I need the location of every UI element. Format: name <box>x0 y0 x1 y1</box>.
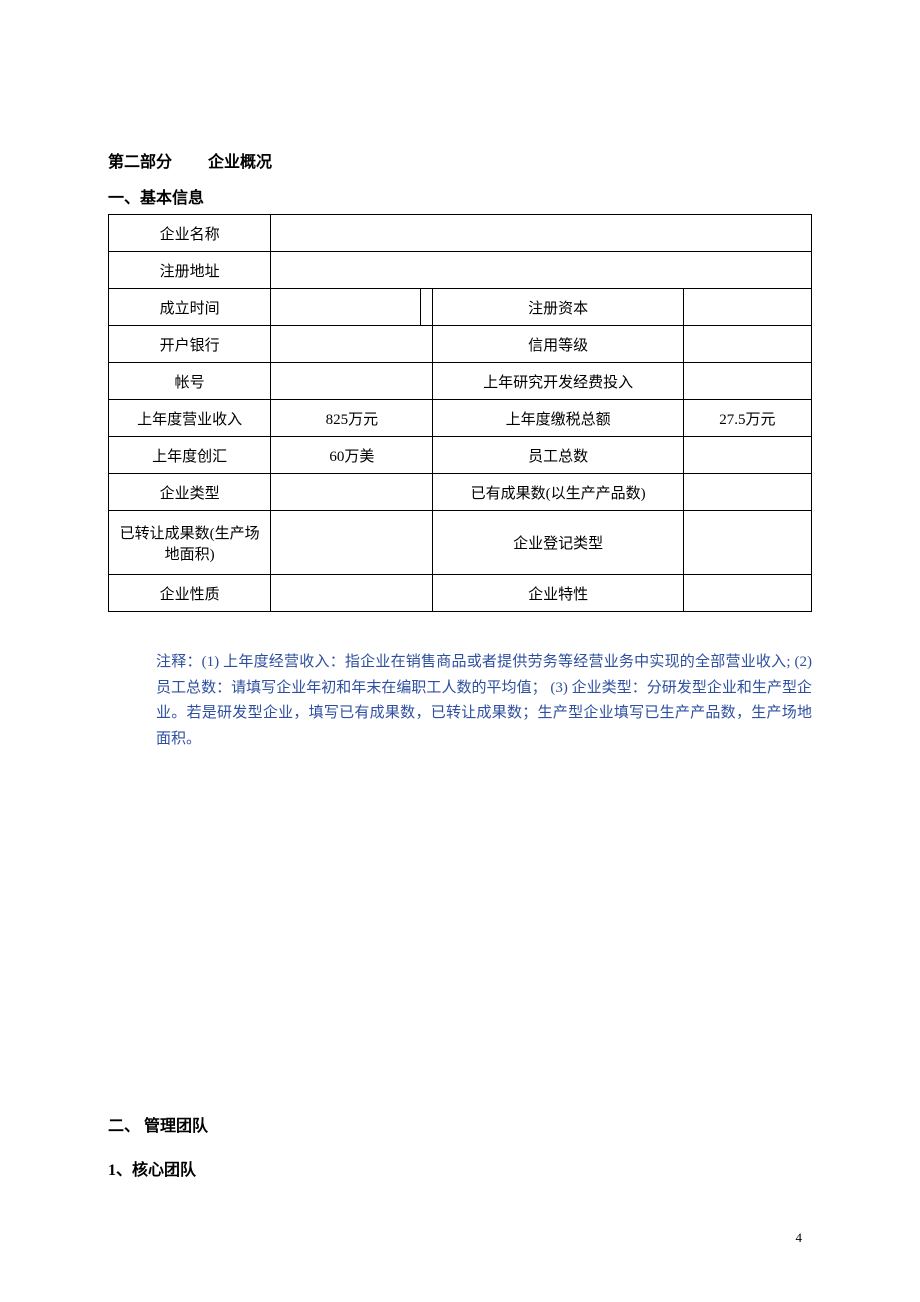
cell-value <box>271 252 812 289</box>
section1-title: 一、基本信息 <box>108 184 812 208</box>
cell-value <box>271 575 433 612</box>
cell-label: 上年度缴税总额 <box>433 400 683 437</box>
cell-label: 上年度创汇 <box>109 437 271 474</box>
cell-label: 已有成果数(以生产产品数) <box>433 474 683 511</box>
cell-value <box>683 474 811 511</box>
cell-label: 成立时间 <box>109 289 271 326</box>
cell-value: 825万元 <box>271 400 433 437</box>
cell-label: 帐号 <box>109 363 271 400</box>
cell-value <box>683 326 811 363</box>
table-row: 帐号 上年研究开发经费投入 <box>109 363 812 400</box>
cell-label: 已转让成果数(生产场地面积) <box>109 511 271 575</box>
cell-value <box>683 575 811 612</box>
cell-label: 企业性质 <box>109 575 271 612</box>
cell-label: 员工总数 <box>433 437 683 474</box>
cell-label: 上年研究开发经费投入 <box>433 363 683 400</box>
table-row: 注册地址 <box>109 252 812 289</box>
cell-value <box>271 474 433 511</box>
table-row: 企业类型 已有成果数(以生产产品数) <box>109 474 812 511</box>
cell-value <box>683 511 811 575</box>
part-label: 第二部分 <box>108 154 172 171</box>
cell-label: 企业名称 <box>109 215 271 252</box>
cell-value <box>271 326 433 363</box>
cell-value: 60万美 <box>271 437 433 474</box>
cell-label: 信用等级 <box>433 326 683 363</box>
section2-title: 二、 管理团队 <box>108 1112 812 1136</box>
cell-value <box>683 289 811 326</box>
table-row: 上年度创汇 60万美 员工总数 <box>109 437 812 474</box>
cell-label: 企业登记类型 <box>433 511 683 575</box>
section2-subtitle: 1、核心团队 <box>108 1156 812 1180</box>
note-text: 注释：(1) 上年度经营收入：指企业在销售商品或者提供劳务等经营业务中实现的全部… <box>108 650 812 752</box>
cell-value <box>271 363 433 400</box>
cell-value <box>271 289 421 326</box>
cell-spacer <box>421 289 433 326</box>
part-title: 企业概况 <box>208 154 272 171</box>
cell-value <box>271 511 433 575</box>
cell-value <box>271 215 812 252</box>
page-number: 4 <box>796 1230 803 1246</box>
table-row: 企业名称 <box>109 215 812 252</box>
table-row: 企业性质 企业特性 <box>109 575 812 612</box>
cell-value: 27.5万元 <box>683 400 811 437</box>
table-row: 成立时间 注册资本 <box>109 289 812 326</box>
cell-label: 注册地址 <box>109 252 271 289</box>
cell-label: 企业类型 <box>109 474 271 511</box>
cell-value <box>683 363 811 400</box>
cell-label: 企业特性 <box>433 575 683 612</box>
cell-label: 上年度营业收入 <box>109 400 271 437</box>
cell-label: 注册资本 <box>433 289 683 326</box>
part-header: 第二部分 企业概况 <box>108 148 812 172</box>
document-page: 第二部分 企业概况 一、基本信息 企业名称 注册地址 成立时间 注册资本 开户银行 <box>0 0 920 1180</box>
table-row: 已转让成果数(生产场地面积) 企业登记类型 <box>109 511 812 575</box>
table-row: 上年度营业收入 825万元 上年度缴税总额 27.5万元 <box>109 400 812 437</box>
cell-label: 开户银行 <box>109 326 271 363</box>
table-row: 开户银行 信用等级 <box>109 326 812 363</box>
basic-info-table: 企业名称 注册地址 成立时间 注册资本 开户银行 信用等级 帐号 上年研究开发经… <box>108 214 812 612</box>
cell-value <box>683 437 811 474</box>
